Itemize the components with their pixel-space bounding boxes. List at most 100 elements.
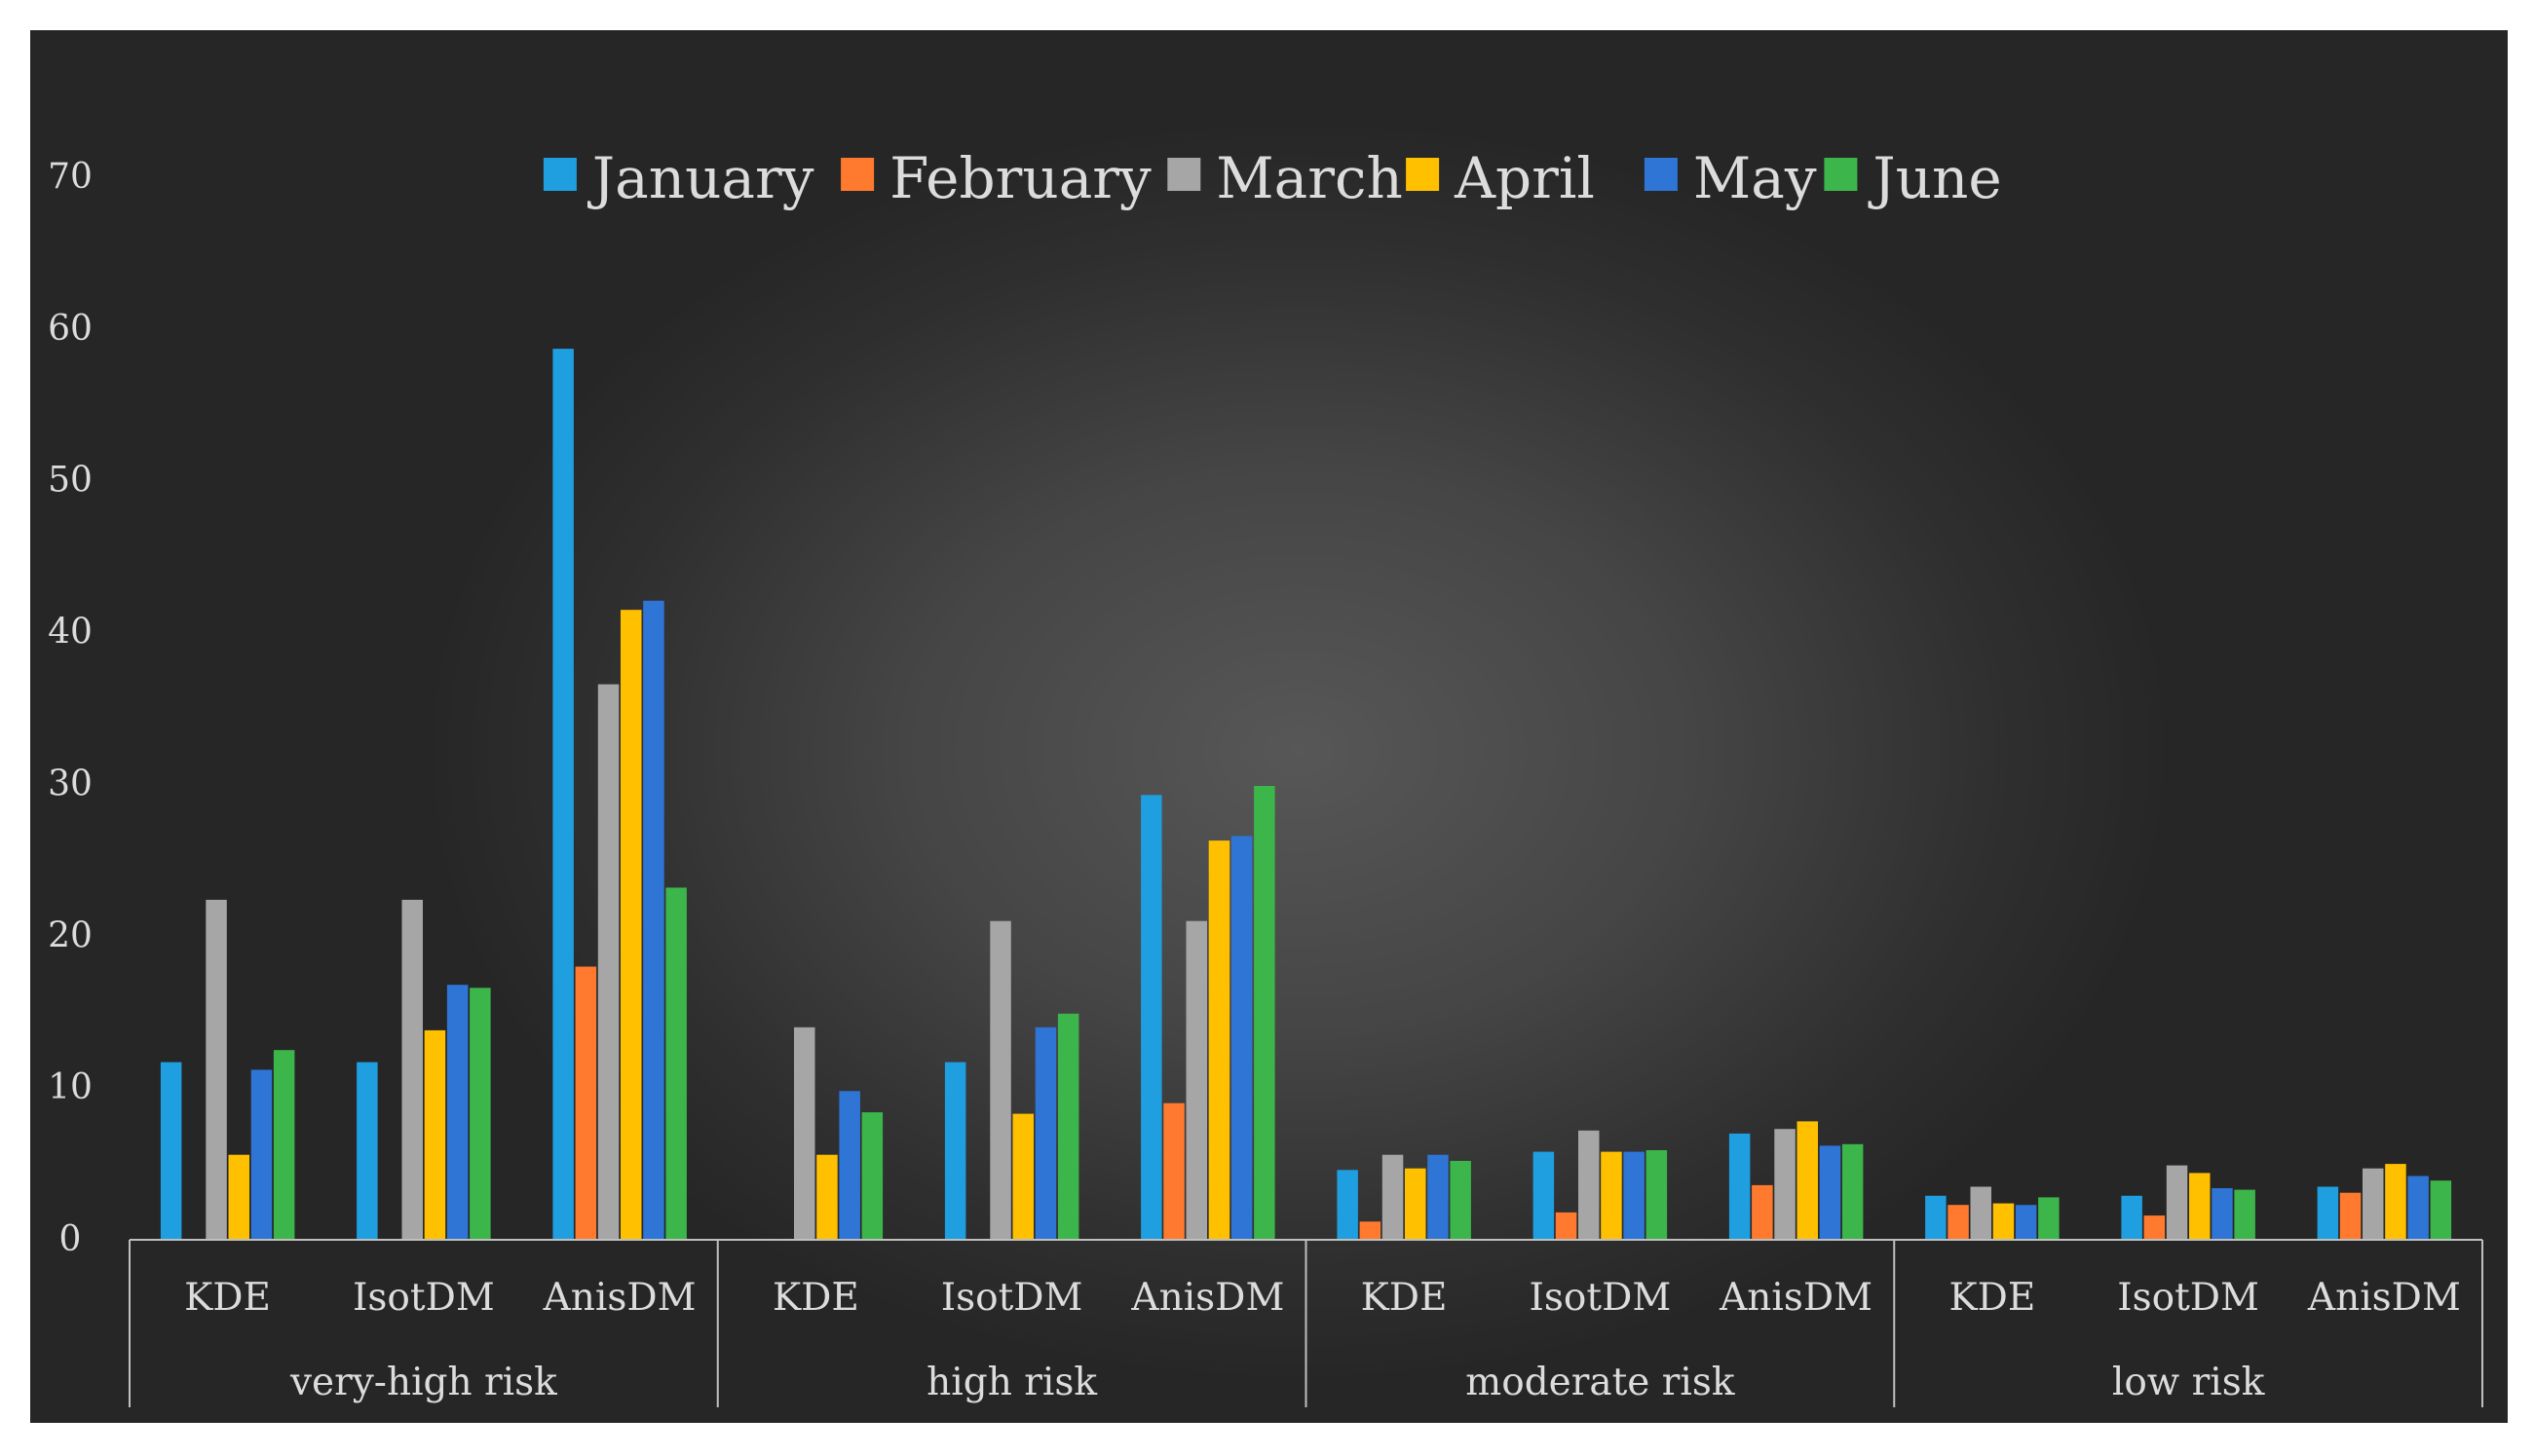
bar-june (273, 1050, 295, 1240)
bar-april (1012, 1113, 1034, 1240)
bar-may (2407, 1176, 2429, 1240)
bar-june (470, 988, 491, 1240)
legend-swatch (1167, 158, 1201, 191)
legend-label: March (1216, 145, 1403, 211)
bar-april (424, 1029, 446, 1240)
legend-swatch (1406, 158, 1440, 191)
bar-march (1578, 1130, 1600, 1240)
bar-march (2166, 1165, 2188, 1240)
y-tick-label: 40 (48, 613, 93, 653)
bar-june (2038, 1197, 2060, 1240)
bar-may (446, 985, 469, 1240)
legend-item-january: January (543, 145, 814, 211)
bar-january (357, 1062, 378, 1240)
legend-label: April (1454, 145, 1595, 211)
legend-label: January (587, 145, 814, 211)
bar-june (1450, 1161, 1471, 1240)
bar-march (597, 684, 620, 1240)
bar-january (1925, 1195, 1947, 1240)
legend-item-april: April (1406, 145, 1595, 211)
bar-february (1359, 1221, 1381, 1240)
legend-label: June (1868, 145, 2001, 211)
bar-march (2363, 1168, 2384, 1240)
x-tick-label: KDE (773, 1276, 859, 1320)
bar-june (1057, 1013, 1079, 1240)
bar-april (816, 1154, 838, 1240)
bar-march (401, 899, 423, 1240)
bar-may (839, 1091, 860, 1240)
bars (160, 349, 2452, 1241)
bar-march (1774, 1129, 1796, 1240)
bar-march (1186, 920, 1207, 1240)
bar-january (2317, 1186, 2339, 1240)
x-tick-label: AnisDM (1130, 1276, 1284, 1320)
bar-april (1208, 840, 1230, 1240)
group-label: moderate risk (1465, 1361, 1735, 1404)
bar-april (1992, 1203, 2015, 1240)
bar-february (1752, 1184, 1773, 1240)
bar-may (1819, 1145, 1841, 1240)
legend-swatch (1644, 158, 1678, 191)
bar-january (1532, 1151, 1555, 1240)
y-axis: 0 10 20 30 40 50 60 70 (48, 157, 93, 1259)
bar-may (1230, 836, 1253, 1240)
bar-march (1381, 1154, 1404, 1240)
x-tick-label: KDE (184, 1276, 271, 1320)
bar-april (228, 1154, 249, 1240)
bar-june (1645, 1150, 1668, 1240)
bar-january (1337, 1170, 1358, 1240)
bar-january (1728, 1133, 1751, 1240)
legend-swatch (841, 158, 875, 191)
legend-item-march: March (1167, 145, 1403, 211)
bar-april (1601, 1151, 1622, 1240)
bar-may (1035, 1027, 1057, 1240)
legend-label: February (889, 145, 1152, 211)
legend-item-may: May (1644, 145, 1817, 211)
legend-item-february: February (841, 145, 1152, 211)
bar-february (1948, 1205, 1969, 1240)
bar-june (1254, 786, 1275, 1240)
bar-february (2339, 1192, 2362, 1240)
legend-item-june: June (1824, 145, 2002, 211)
bar-february (1555, 1212, 1577, 1240)
x-axis: KDE IsotDM AnisDM KDE IsotDM AnisDM KDE IsotDM A… (129, 1239, 2483, 1407)
bar-february (1163, 1102, 1185, 1240)
x-tick-label: IsotDM (2117, 1276, 2259, 1320)
x-tick-label: IsotDM (1530, 1276, 1672, 1320)
y-tick-label: 0 (59, 1219, 82, 1259)
bar-april (2385, 1164, 2406, 1240)
y-tick-label: 20 (48, 915, 93, 955)
legend-swatch (543, 158, 577, 191)
bar-january (1141, 795, 1162, 1240)
y-tick-label: 70 (48, 157, 93, 197)
bar-march (794, 1027, 815, 1240)
bar-june (1841, 1143, 1864, 1240)
bar-may (2212, 1188, 2233, 1240)
x-tick-label: KDE (1948, 1276, 2035, 1320)
bar-january (160, 1062, 182, 1240)
legend: January February March April May June (543, 145, 2002, 211)
y-tick-label: 60 (48, 309, 93, 349)
group-label: very-high risk (289, 1361, 557, 1404)
bar-march (990, 920, 1011, 1240)
bar-may (2015, 1205, 2037, 1240)
bar-april (1796, 1121, 1818, 1240)
bar-june (2430, 1180, 2452, 1240)
bar-january (944, 1062, 966, 1240)
bar-april (1405, 1168, 1426, 1240)
x-tick-label: IsotDM (941, 1276, 1083, 1320)
bar-march (1970, 1186, 1991, 1240)
bar-january (552, 349, 574, 1241)
y-tick-label: 10 (48, 1067, 93, 1107)
legend-label: May (1693, 145, 1817, 211)
bar-april (2189, 1173, 2211, 1240)
bar-june (665, 887, 687, 1240)
x-tick-label: AnisDM (2307, 1276, 2461, 1320)
x-tick-label: IsotDM (353, 1276, 495, 1320)
bar-june (861, 1112, 884, 1240)
legend-swatch (1824, 158, 1858, 191)
group-label: high risk (927, 1361, 1097, 1404)
y-tick-label: 30 (48, 764, 93, 803)
bar-february (2143, 1215, 2166, 1240)
